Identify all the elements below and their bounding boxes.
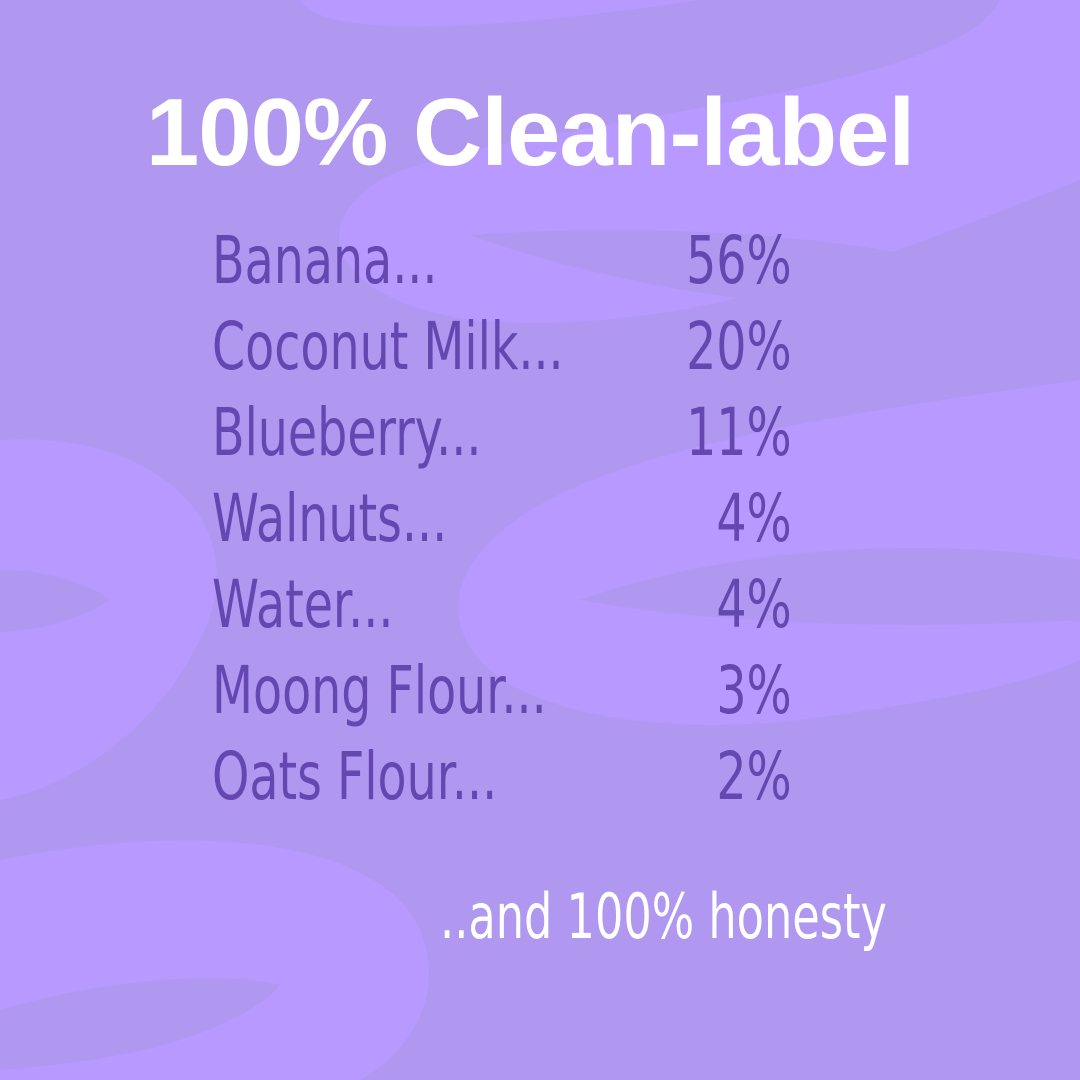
- ingredient-percent: 4%: [716, 566, 792, 643]
- ingredient-row: Coconut Milk... 20%: [212, 304, 792, 390]
- ingredient-name: Banana...: [212, 222, 438, 299]
- page-title: 100% Clean-label: [145, 79, 915, 186]
- ingredient-row: Moong Flour... 3%: [212, 648, 792, 734]
- ingredient-name: Oats Flour...: [212, 738, 498, 815]
- ingredient-percent: 11%: [686, 394, 792, 471]
- ingredient-row: Oats Flour... 2%: [212, 734, 792, 820]
- tagline: ..and 100% honesty: [440, 880, 887, 953]
- ingredient-percent: 56%: [686, 222, 792, 299]
- ingredient-percent: 3%: [716, 652, 792, 729]
- ingredient-name: Moong Flour...: [212, 652, 547, 729]
- ingredient-name: Blueberry...: [212, 394, 482, 471]
- ingredient-percent: 20%: [686, 308, 792, 385]
- ingredient-list: Banana... 56% Coconut Milk... 20% Blueberr…: [212, 218, 792, 820]
- ingredient-percent: 2%: [716, 738, 792, 815]
- ingredient-percent: 4%: [716, 480, 792, 557]
- ingredient-name: Coconut Milk...: [212, 308, 564, 385]
- ingredient-name: Water...: [212, 566, 394, 643]
- ingredient-row: Walnuts... 4%: [212, 476, 792, 562]
- ingredient-row: Banana... 56%: [212, 218, 792, 304]
- ingredient-name: Walnuts...: [212, 480, 448, 557]
- ingredient-row: Water... 4%: [212, 562, 792, 648]
- ingredient-row: Blueberry... 11%: [212, 390, 792, 476]
